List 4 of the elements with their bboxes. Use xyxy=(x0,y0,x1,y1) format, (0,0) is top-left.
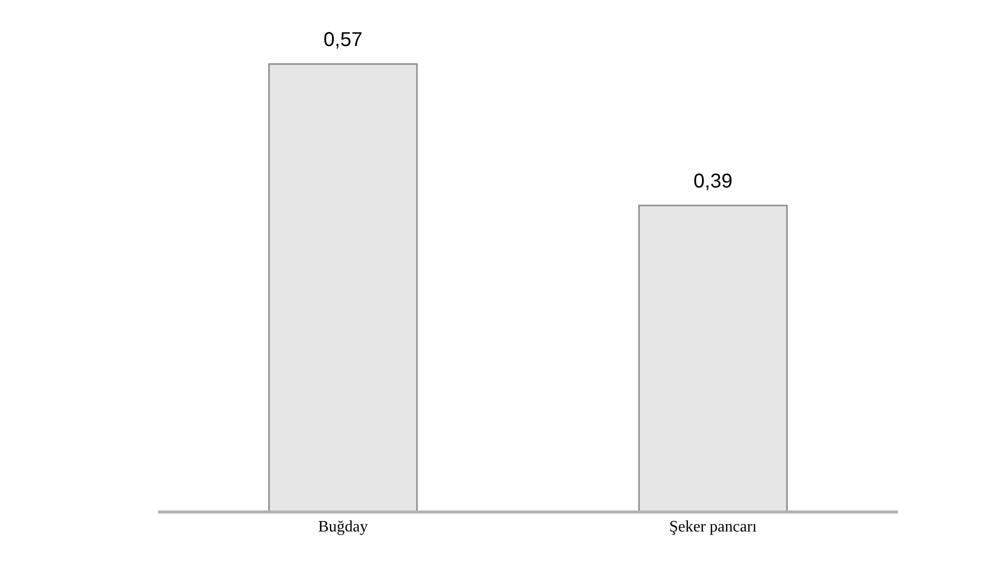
data-label: 0,57 xyxy=(324,29,362,51)
x-tick-label: Şeker pancarı xyxy=(669,518,758,536)
x-tick-label: Buğday xyxy=(318,518,368,536)
data-label: 0,39 xyxy=(694,170,732,192)
